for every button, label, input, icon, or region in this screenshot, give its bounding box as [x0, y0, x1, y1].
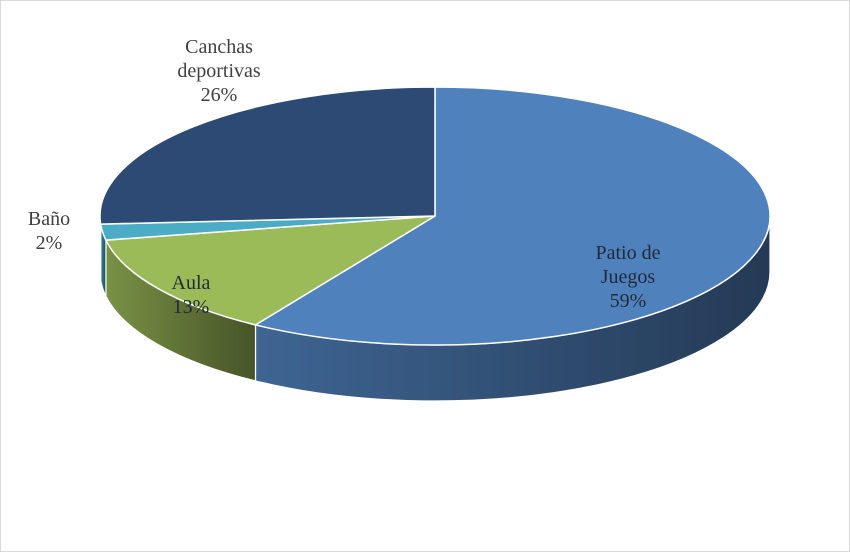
value-label: 13%	[172, 296, 210, 318]
slice	[253, 86, 771, 346]
data-label: Baño 2%	[9, 207, 89, 255]
category-label: Canchas deportivas	[177, 36, 261, 82]
slice	[104, 215, 436, 326]
data-label: Patio de Juegos 59%	[578, 241, 678, 313]
value-label: 59%	[609, 290, 647, 312]
value-label: 26%	[200, 84, 238, 106]
data-label: Aula 13%	[151, 271, 231, 319]
category-label: Aula	[171, 272, 211, 294]
data-label: Canchas deportivas 26%	[154, 35, 284, 107]
value-label: 2%	[35, 232, 63, 254]
slice	[99, 86, 436, 225]
category-label: Baño	[27, 208, 71, 230]
category-label: Patio de Juegos	[595, 242, 661, 288]
